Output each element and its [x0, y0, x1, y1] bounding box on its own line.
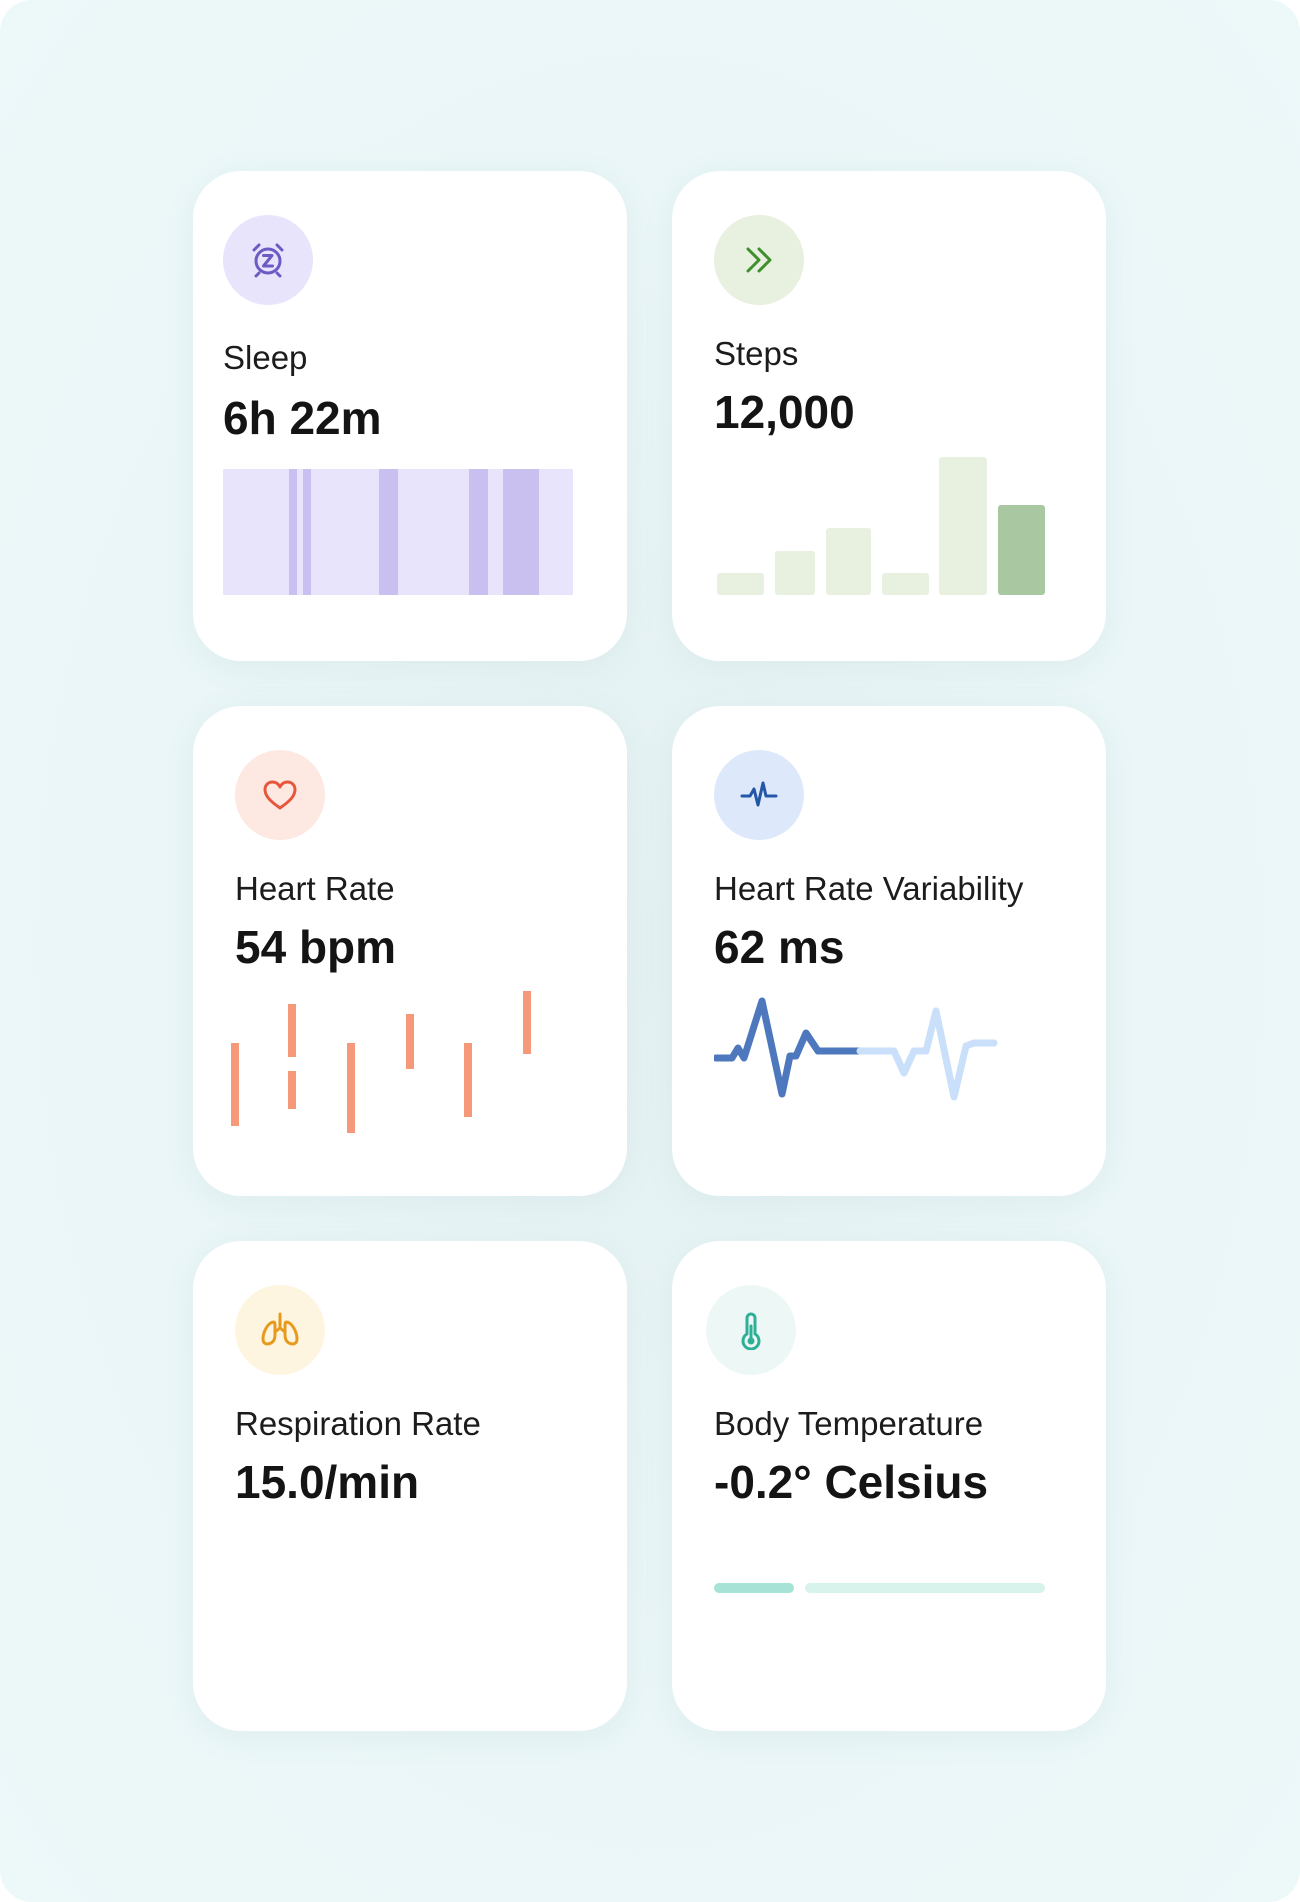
heart-rate-card[interactable]: Heart Rate 54 bpm — [193, 706, 627, 1196]
thermometer-icon — [741, 1312, 761, 1350]
sleep-stage-segment — [289, 469, 297, 595]
hrv-card[interactable]: Heart Rate Variability 62 ms — [672, 706, 1106, 1196]
heart-rate-bar — [523, 991, 531, 1054]
alarm-clock-sleep-icon — [252, 243, 284, 278]
heart-rate-bar — [406, 1014, 414, 1069]
hrv-value: 62 ms — [714, 921, 845, 973]
steps-bar-chart — [717, 457, 1045, 595]
heart-rate-icon-circle — [235, 750, 325, 840]
temperature-icon-circle — [706, 1285, 796, 1375]
sleep-label: Sleep — [223, 339, 308, 376]
temperature-card[interactable]: Body Temperature -0.2° Celsius — [672, 1241, 1106, 1731]
steps-bar — [717, 573, 764, 595]
heart-icon — [263, 780, 297, 810]
hrv-waveform-chart — [714, 997, 998, 1101]
sleep-stage-segment — [469, 469, 488, 595]
double-chevron-right-icon — [746, 247, 772, 273]
sleep-stage-segment — [379, 469, 398, 595]
heart-rate-range-chart — [231, 991, 531, 1133]
sleep-value: 6h 22m — [223, 392, 382, 444]
lungs-icon — [261, 1312, 299, 1346]
heart-rate-bar — [231, 1043, 239, 1126]
temperature-value: -0.2° Celsius — [714, 1456, 989, 1508]
heart-rate-bar — [288, 1004, 296, 1057]
heart-rate-bar — [288, 1071, 296, 1109]
steps-bar-today — [998, 505, 1045, 595]
sleep-icon-circle — [223, 215, 313, 305]
steps-icon-circle — [714, 215, 804, 305]
heart-rate-label: Heart Rate — [235, 870, 395, 907]
temperature-range-bar — [714, 1583, 1045, 1593]
steps-card[interactable]: Steps 12,000 — [672, 171, 1106, 661]
temperature-label: Body Temperature — [714, 1405, 984, 1442]
sleep-stage-segment — [303, 469, 311, 595]
steps-bar — [826, 528, 871, 595]
steps-label: Steps — [714, 335, 799, 372]
respiration-label: Respiration Rate — [235, 1405, 481, 1442]
steps-bar — [775, 551, 815, 595]
sleep-stage-chart — [223, 469, 573, 595]
heart-rate-value: 54 bpm — [235, 921, 397, 973]
steps-value: 12,000 — [714, 386, 855, 438]
sleep-card[interactable]: Sleep 6h 22m — [193, 171, 627, 661]
temperature-range-current — [714, 1583, 794, 1593]
sleep-stage-segment — [503, 469, 539, 595]
temperature-range-track — [805, 1583, 1045, 1593]
hrv-icon-circle — [714, 750, 804, 840]
steps-bar — [939, 457, 987, 595]
pulse-icon — [740, 781, 778, 807]
heart-rate-bar — [464, 1043, 472, 1117]
hrv-waveform-active — [714, 997, 864, 1098]
hrv-waveform-inactive — [856, 1007, 998, 1101]
respiration-icon-circle — [235, 1285, 325, 1375]
hrv-label: Heart Rate Variability — [714, 870, 1024, 907]
respiration-value: 15.0/min — [235, 1456, 420, 1508]
respiration-card[interactable]: Respiration Rate 15.0/min — [193, 1241, 627, 1731]
heart-rate-bar — [347, 1043, 355, 1133]
steps-bar — [882, 573, 929, 595]
